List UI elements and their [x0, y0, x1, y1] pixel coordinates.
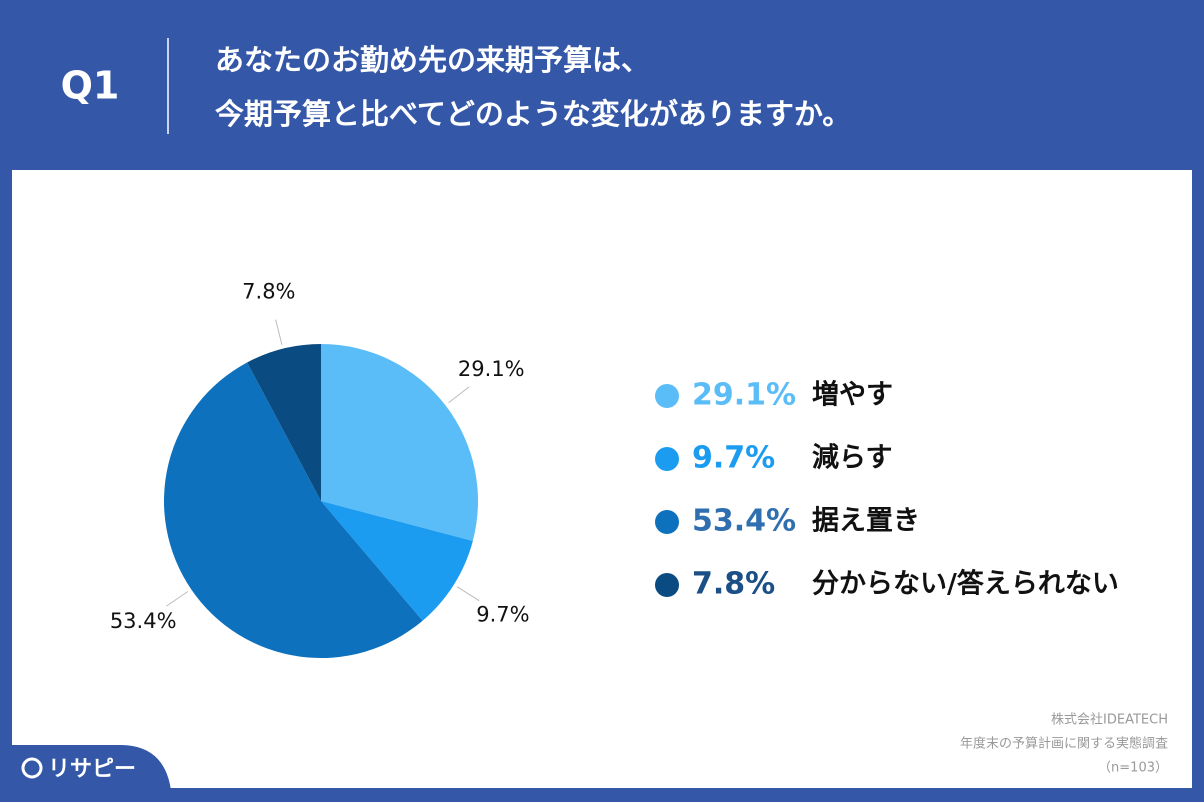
legend-label: 増やす — [812, 379, 893, 411]
legend-value: 29.1% — [692, 378, 796, 413]
data-label: 29.1% — [458, 357, 525, 381]
legend-dot — [655, 447, 679, 471]
data-label: 7.8% — [242, 279, 295, 303]
title-line: 今期予算と比べてどのような変化がありますか。 — [215, 97, 851, 131]
logo-icon — [21, 757, 43, 779]
legend-value: 7.8% — [692, 567, 775, 602]
legend-dot — [655, 384, 679, 408]
legend-label: 分からない/答えられない — [812, 568, 1119, 600]
legend-value: 53.4% — [692, 504, 796, 539]
source: 年度末の予算計画に関する実態調査 — [960, 736, 1168, 752]
data-label: 9.7% — [476, 603, 529, 627]
legend-dot — [655, 573, 679, 597]
leader-line — [456, 586, 480, 602]
pie-slice — [164, 362, 423, 658]
source: （n=103） — [1098, 761, 1168, 776]
leader-line — [275, 319, 283, 345]
pie-slice — [321, 344, 478, 541]
title-line: あなたのお勤め先の来期予算は、 — [215, 43, 650, 77]
data-label: 53.4% — [110, 609, 177, 633]
pie-slice — [321, 501, 473, 621]
leader-line — [166, 591, 189, 607]
question-number: Q1 — [61, 64, 120, 108]
leader-line — [448, 386, 470, 404]
legend-value: 9.7% — [692, 441, 775, 476]
pie-slice — [247, 344, 321, 501]
logo-badge — [0, 745, 172, 802]
legend-label: 据え置き — [812, 506, 920, 537]
legend-dot — [655, 510, 679, 534]
legend-label: 減らす — [812, 443, 892, 474]
logo: リサピー — [48, 757, 136, 782]
source: 株式会社IDEATECH — [1051, 712, 1168, 728]
